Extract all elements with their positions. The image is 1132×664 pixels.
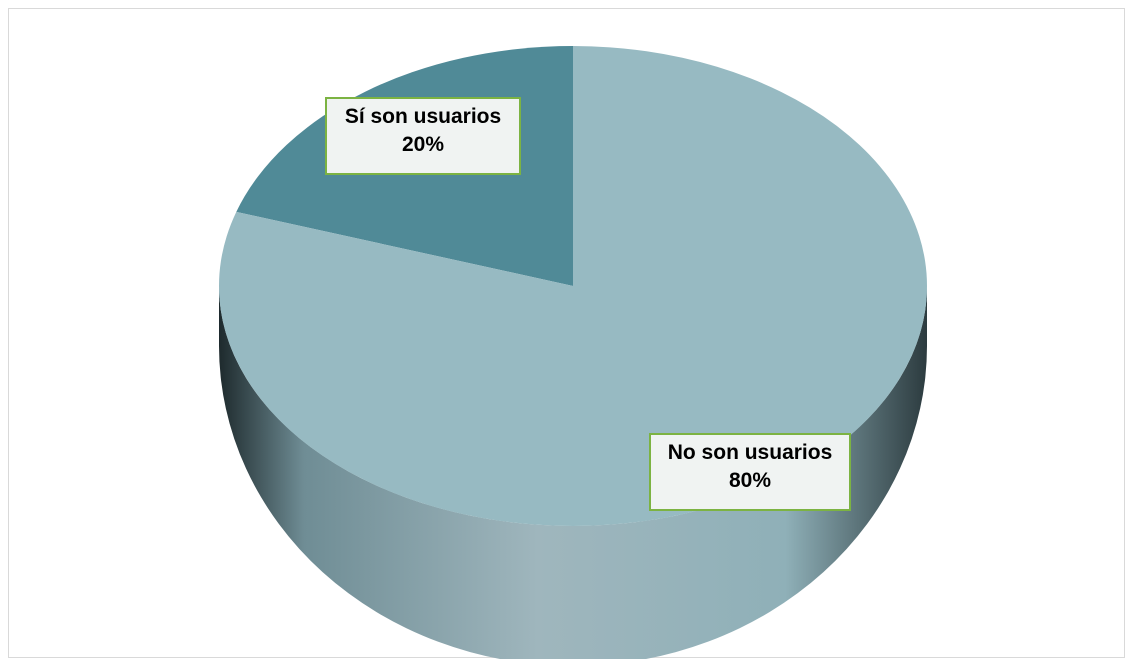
data-label-no-usuarios: No son usuarios 80% <box>649 433 851 511</box>
data-label-si-usuarios: Sí son usuarios 20% <box>325 97 521 175</box>
data-label-no-usuarios-percent: 80% <box>728 469 772 492</box>
data-label-si-usuarios-name: Sí son usuarios <box>344 105 502 128</box>
pie-chart <box>219 46 928 659</box>
data-label-no-usuarios-name: No son usuarios <box>667 441 833 464</box>
pie-slice-no-usuarios <box>219 46 928 526</box>
data-label-si-usuarios-percent: 20% <box>401 133 445 156</box>
chart-area: Sí son usuarios 20% No son usuarios 80% <box>8 8 1125 659</box>
pie-side-wall <box>219 286 927 659</box>
